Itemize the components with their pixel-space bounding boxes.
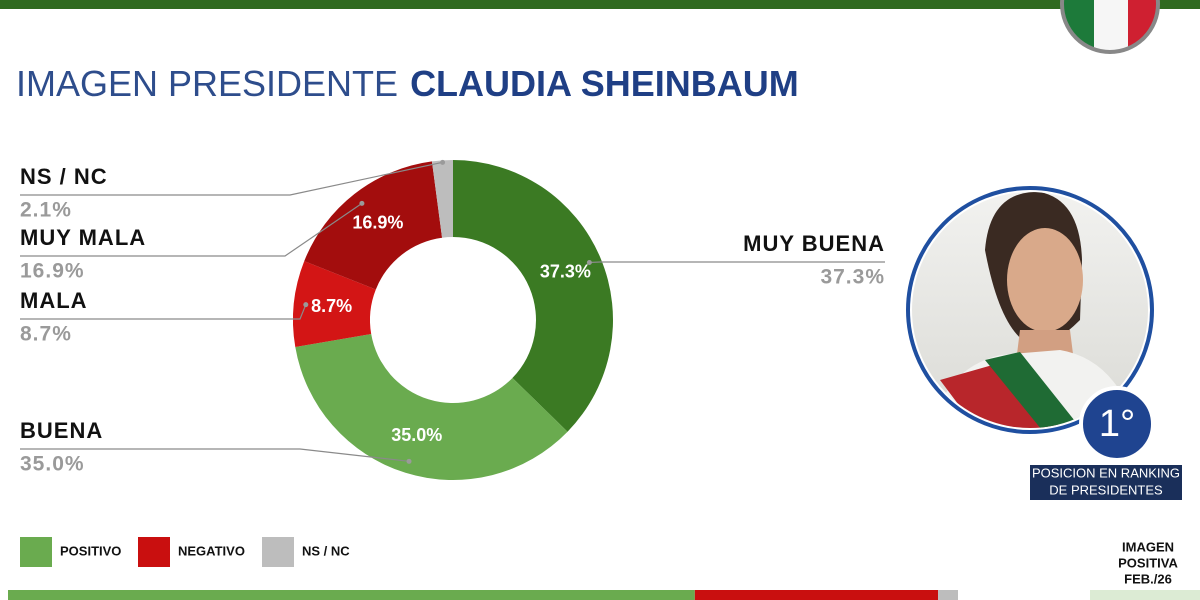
side-caption: FEB./26 bbox=[1124, 571, 1172, 586]
photo bbox=[906, 186, 1154, 434]
donut-slice bbox=[304, 161, 443, 290]
side-caption: IMAGEN bbox=[1122, 539, 1174, 554]
category-label: BUENA bbox=[20, 418, 103, 443]
donut-slice bbox=[293, 261, 376, 348]
slice-label: 35.0% bbox=[391, 425, 442, 445]
category-value: 16.9% bbox=[20, 260, 85, 283]
donut-slice bbox=[431, 160, 453, 238]
side-bar bbox=[1090, 590, 1200, 600]
leader-dot bbox=[440, 159, 446, 165]
legend-swatch bbox=[138, 537, 170, 567]
donut-slice bbox=[453, 160, 614, 432]
leader-line bbox=[20, 161, 443, 196]
category-value: 2.1% bbox=[20, 199, 72, 222]
leader-line bbox=[589, 261, 885, 264]
legend-label: NEGATIVO bbox=[178, 543, 245, 558]
legend-swatch bbox=[262, 537, 294, 567]
badge-caption-bg bbox=[1030, 465, 1182, 500]
leader-dot bbox=[303, 302, 309, 308]
category-value: 37.3% bbox=[820, 266, 885, 289]
legend-swatch bbox=[20, 537, 52, 567]
legend-label: NS / NC bbox=[302, 543, 350, 558]
badge bbox=[1079, 386, 1155, 462]
slice-label: 16.9% bbox=[352, 213, 403, 233]
badge-text: 1° bbox=[1099, 403, 1135, 445]
summary-bar bbox=[938, 590, 958, 600]
summary-bar bbox=[8, 590, 695, 600]
slice-label: 37.3% bbox=[540, 261, 591, 281]
category-label: NS / NC bbox=[20, 164, 108, 189]
leader-line bbox=[20, 304, 307, 320]
category-label: MUY BUENA bbox=[743, 231, 885, 256]
leader-dot bbox=[586, 260, 592, 266]
leader-line bbox=[20, 448, 410, 462]
top-band bbox=[0, 0, 1200, 9]
title: IMAGEN PRESIDENTE CLAUDIA SHEINBAUM bbox=[16, 63, 799, 104]
category-label: MALA bbox=[20, 288, 88, 313]
legend-label: POSITIVO bbox=[60, 543, 121, 558]
leader-dot bbox=[406, 458, 412, 464]
summary-bar bbox=[694, 590, 939, 600]
category-label: MUY MALA bbox=[20, 225, 146, 250]
donut-slice bbox=[295, 334, 568, 481]
badge-caption: DE PRESIDENTES bbox=[1049, 482, 1163, 497]
flag-ring bbox=[1060, 0, 1160, 54]
badge-caption: POSICION EN RANKING bbox=[1032, 465, 1180, 480]
category-value: 8.7% bbox=[20, 323, 72, 346]
side-caption: POSITIVA bbox=[1118, 555, 1178, 570]
slice-label: 8.7% bbox=[311, 296, 352, 316]
leader-line bbox=[20, 202, 363, 257]
category-value: 35.0% bbox=[20, 453, 85, 476]
leader-dot bbox=[359, 200, 365, 206]
